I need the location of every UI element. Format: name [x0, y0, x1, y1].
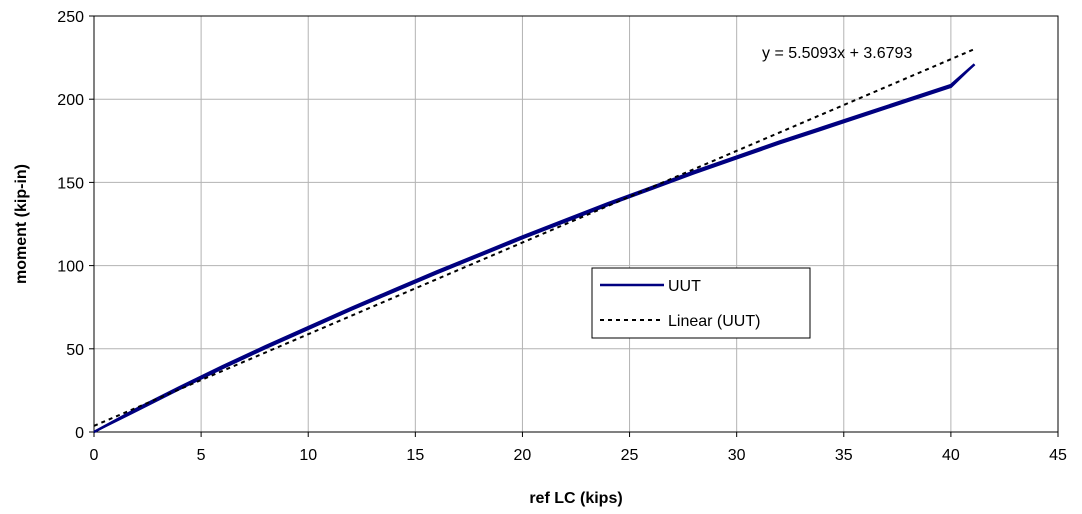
series-linear-trendline: [93, 48, 975, 427]
series-uut-line: [93, 63, 976, 434]
plot-area: [93, 15, 1059, 433]
legend-box: [591, 267, 811, 339]
x-tick-label: 15: [406, 447, 424, 464]
x-tick-label: 40: [942, 447, 960, 464]
trendline-equation: y = 5.5093x + 3.6793: [762, 45, 912, 62]
y-tick-label: 200: [57, 92, 84, 109]
y-axis-ticks: 0 50 100 150 200 250: [57, 9, 94, 442]
y-tick-label: 0: [75, 425, 84, 442]
x-tick-label: 10: [299, 447, 317, 464]
legend: UUT Linear (UUT): [591, 267, 811, 339]
legend-label-uut: UUT: [668, 278, 701, 295]
x-tick-label: 35: [835, 447, 853, 464]
y-axis-title: moment (kip-in): [13, 164, 30, 284]
x-tick-label: 0: [90, 447, 99, 464]
legend-label-linear: Linear (UUT): [668, 313, 760, 330]
gridlines: [93, 15, 1059, 433]
x-tick-label: 45: [1049, 447, 1067, 464]
x-tick-label: 25: [621, 447, 639, 464]
y-tick-label: 50: [66, 342, 84, 359]
x-axis-ticks: 0 5 10 15 20 25 30 35 40 45: [90, 432, 1067, 464]
x-tick-label: 5: [197, 447, 206, 464]
series-layer: [93, 48, 976, 434]
x-tick-label: 30: [728, 447, 746, 464]
series-uut-return-line: [93, 63, 976, 433]
y-tick-label: 150: [57, 175, 84, 192]
y-tick-label: 100: [57, 259, 84, 276]
x-axis-title: ref LC (kips): [529, 490, 622, 507]
x-tick-label: 20: [514, 447, 532, 464]
y-tick-label: 250: [57, 9, 84, 26]
